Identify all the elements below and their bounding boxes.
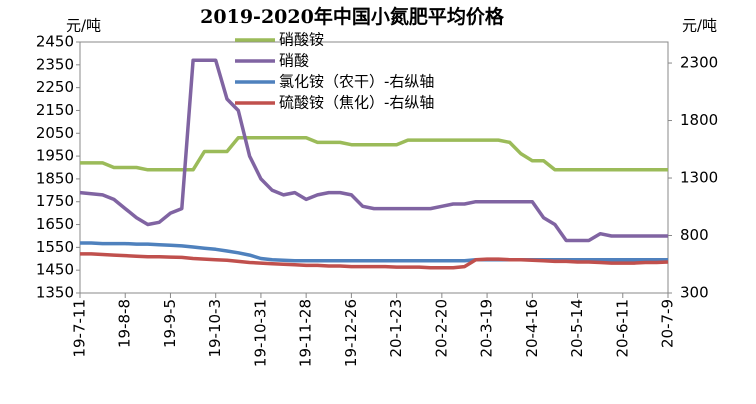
x-tick-label: 19-8-8	[116, 299, 134, 348]
legend-label: 硝酸	[279, 52, 309, 70]
y2-tick-label: 800	[680, 226, 709, 244]
x-tick-label: 20-7-9	[659, 299, 677, 348]
legend-label: 氯化铵（农干）-右纵轴	[279, 73, 434, 91]
series-line	[80, 241, 668, 263]
y-tick-label: 2450	[36, 33, 74, 51]
x-tick-label: 20-4-16	[523, 299, 541, 358]
y-tick-label: 1750	[36, 192, 74, 210]
y-tick-label: 2050	[36, 124, 74, 142]
y2-tick-label: 1800	[680, 111, 718, 129]
plot-border	[79, 41, 669, 294]
y-tick-label: 1450	[36, 261, 74, 279]
y-tick-label: 1850	[36, 169, 74, 187]
x-tick-label: 20-6-11	[613, 299, 631, 358]
x-tick-label: 19-7-11	[71, 299, 89, 358]
legend-label: 硝酸铵	[279, 31, 324, 49]
series-line	[80, 252, 669, 270]
x-tick-label: 19-9-5	[161, 299, 179, 348]
chart-title: 2019-2020年中国小氮肥平均价格	[200, 5, 505, 28]
y2-tick-label: 300	[680, 284, 709, 302]
x-tick-label: 20-5-14	[568, 299, 586, 358]
y-tick-label: 1950	[36, 147, 74, 165]
y2-unit: 元/吨	[682, 17, 717, 35]
legend-label: 硫酸铵（焦化）-右纵轴	[279, 94, 434, 112]
y-tick-label: 1650	[36, 215, 74, 233]
x-tick-label: 20-3-19	[478, 299, 496, 358]
y2-tick-label: 2300	[680, 54, 718, 72]
x-tick-label: 19-10-3	[206, 299, 224, 358]
y-unit: 元/吨	[66, 17, 101, 35]
series-line	[80, 136, 668, 172]
y-tick-label: 1550	[36, 238, 74, 256]
x-tick-label: 19-12-26	[342, 299, 360, 367]
x-tick-label: 19-10-31	[251, 299, 269, 367]
x-tick-label: 20-2-20	[432, 299, 450, 358]
y-tick-label: 2350	[36, 55, 74, 73]
x-tick-label: 19-11-28	[297, 299, 315, 367]
x-tick-label: 20-1-23	[387, 299, 405, 358]
y2-tick-label: 1300	[680, 169, 718, 187]
y-tick-label: 2250	[36, 78, 74, 96]
y-tick-label: 1350	[36, 284, 74, 302]
y-tick-label: 2150	[36, 101, 74, 119]
series-line	[79, 58, 668, 243]
